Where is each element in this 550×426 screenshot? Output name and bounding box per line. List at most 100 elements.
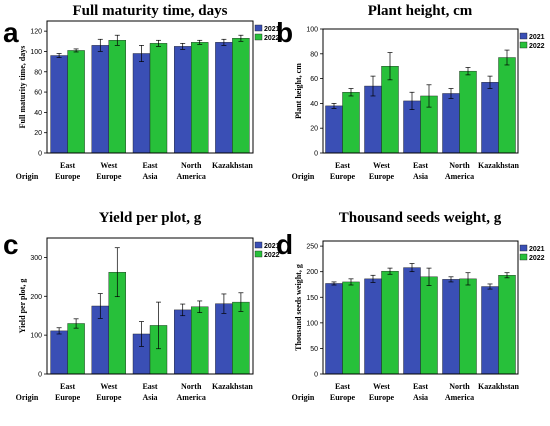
chart-title: Full maturity time, days [73, 3, 228, 19]
y-tick-label: 40 [34, 110, 42, 117]
bar-2021 [481, 82, 499, 154]
y-tick-label: 100 [306, 27, 318, 34]
y-tick-label: 40 [310, 101, 318, 108]
category-label: Europe [55, 393, 81, 402]
y-tick-label: 0 [38, 372, 42, 379]
chart-title: Plant height, cm [368, 3, 473, 19]
bar-2022 [459, 70, 477, 154]
bar-2021 [325, 105, 343, 154]
bar-2022 [67, 50, 85, 154]
legend-label: 2021 [529, 34, 545, 41]
panel-label: d [276, 229, 293, 260]
bar-2022 [342, 281, 360, 375]
bar-2022 [108, 40, 127, 154]
category-label: West [100, 161, 117, 170]
bar-2021 [364, 278, 382, 375]
panel-c: Yield per plot, g c 0 100 200 300 Yield per pl… [3, 210, 280, 402]
category-label: North [181, 382, 202, 391]
bar-2022 [498, 275, 516, 375]
category-label: Asia [142, 393, 157, 402]
chart-title: Yield per plot, g [99, 210, 202, 226]
y-tick-label: 200 [306, 269, 318, 276]
bar-2022 [342, 92, 360, 154]
bar-2022 [420, 276, 438, 375]
y-tick-label: 60 [34, 90, 42, 97]
category-label: Kazakhstan [478, 161, 519, 170]
category-label: East [335, 382, 350, 391]
y-tick-label: 300 [30, 255, 42, 262]
y-tick-label: 20 [310, 126, 318, 133]
legend-label: 2021 [529, 246, 545, 253]
chart-title: Thousand seeds weight, g [339, 210, 502, 226]
y-tick-label: 60 [310, 76, 318, 83]
legend-swatch-2021 [519, 244, 528, 252]
plot-frame [322, 240, 519, 375]
y-tick-label: 100 [306, 320, 318, 327]
y-tick-label: 100 [30, 49, 42, 56]
bar-2021 [91, 45, 110, 154]
category-label: Kazakhstan [478, 382, 519, 391]
bar-2022 [190, 306, 209, 375]
y-tick-label: 150 [306, 295, 318, 302]
bar-2022 [232, 301, 250, 375]
legend-label: 2022 [264, 252, 280, 259]
y-tick-label: 250 [306, 244, 318, 251]
category-label: East [60, 161, 75, 170]
bar-2021 [215, 303, 233, 375]
y-tick-label: 0 [38, 151, 42, 158]
x-axis-label: Origin [16, 393, 39, 402]
bar-2022 [498, 57, 516, 154]
x-axis-label: Origin [16, 172, 39, 181]
category-label: East [413, 161, 428, 170]
plot-frame [46, 237, 254, 375]
legend-label: 2022 [529, 43, 545, 50]
category-label: West [373, 382, 390, 391]
category-label: East [142, 161, 157, 170]
category-label: Europe [369, 172, 395, 181]
bar-2022 [459, 278, 477, 375]
plot-frame [46, 20, 254, 154]
y-axis-label: Full maturity time, days [18, 46, 27, 129]
category-label: Europe [369, 393, 395, 402]
x-axis-label: Origin [292, 393, 315, 402]
y-tick-label: 200 [30, 294, 42, 301]
category-label: Kazakhstan [212, 382, 253, 391]
legend-swatch-2021 [254, 241, 263, 249]
category-label: America [445, 172, 474, 181]
y-tick-label: 0 [314, 151, 318, 158]
bar-2021 [50, 330, 68, 375]
y-tick-label: 100 [30, 333, 42, 340]
legend-swatch-2022 [519, 253, 528, 261]
category-label: Kazakhstan [212, 161, 253, 170]
panel-d: Thousand seeds weight, gd050100150200250… [276, 210, 545, 402]
category-label: America [177, 393, 206, 402]
category-label: North [449, 382, 470, 391]
category-label: Asia [413, 393, 428, 402]
bar-2022 [381, 270, 399, 375]
legend-label: 2022 [264, 35, 280, 42]
y-axis-label: Thousand seeds weight, g [294, 264, 303, 351]
category-label: Asia [142, 172, 157, 181]
y-tick-label: 50 [310, 346, 318, 353]
bar-2021 [442, 93, 460, 154]
category-label: East [413, 382, 428, 391]
bar-2021 [173, 46, 192, 154]
bar-2022 [232, 38, 250, 154]
category-label: Europe [330, 172, 356, 181]
y-axis-label: Plant height, cm [294, 63, 303, 119]
category-label: Asia [413, 172, 428, 181]
panel-label: a [3, 17, 19, 48]
x-axis-label: Origin [292, 172, 315, 181]
plot-frame [322, 28, 519, 154]
bar-2021 [325, 283, 343, 375]
y-tick-label: 0 [314, 372, 318, 379]
category-label: Europe [55, 172, 81, 181]
bar-2021 [50, 55, 68, 154]
legend-swatch-2021 [254, 24, 263, 32]
panel-b: Plant height, cm b 0 20 40 60 80 100 Plant heigh… [276, 3, 545, 181]
bar-2021 [403, 267, 421, 375]
panel-a: Full maturity time, daysa020406080100120… [3, 3, 280, 181]
category-label: Europe [96, 172, 122, 181]
category-label: North [181, 161, 202, 170]
